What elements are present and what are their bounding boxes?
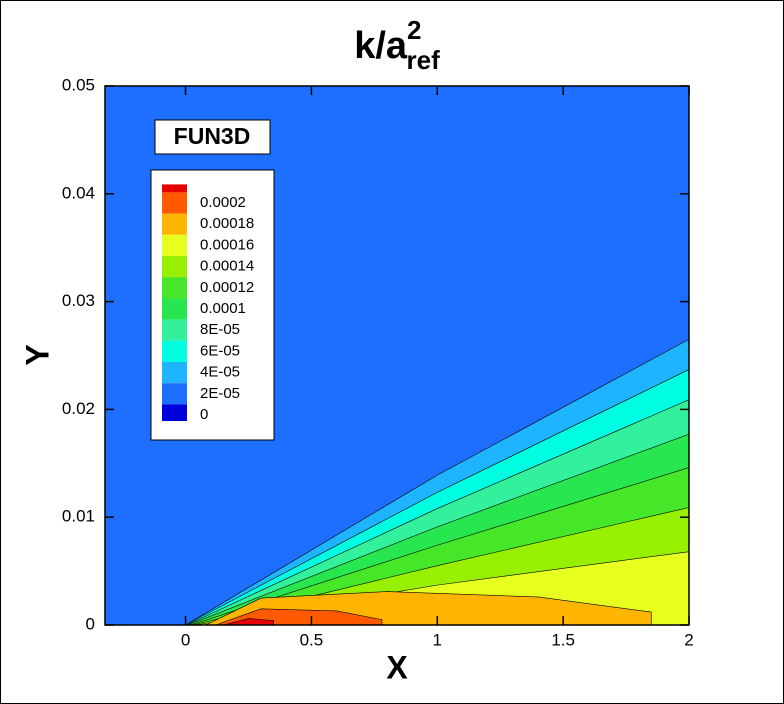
annotation-box <box>154 119 271 155</box>
axes-frame <box>104 85 690 626</box>
x-tick-label: 1 <box>433 630 442 649</box>
legend-swatch <box>162 213 187 235</box>
x-tick-label: 1.5 <box>551 630 575 649</box>
y-tick-label: 0.03 <box>62 291 95 310</box>
y-tick-label: 0 <box>86 614 95 633</box>
legend-swatch <box>162 404 187 421</box>
legend-swatch <box>162 319 187 341</box>
legend-swatch <box>162 234 187 256</box>
legend-label: 0.00016 <box>200 236 254 253</box>
legend-swatch <box>162 184 187 193</box>
y-tick-label: 0.04 <box>62 183 95 202</box>
annotation: FUN3D <box>174 123 251 149</box>
title-main: k/a <box>354 25 408 67</box>
legend-label: 0.00018 <box>200 215 254 232</box>
legend-swatch <box>162 383 187 405</box>
y-tick-label: 0.05 <box>62 75 95 94</box>
legend-swatch <box>162 192 187 214</box>
legend-label: 0.0002 <box>200 194 246 211</box>
legend-label: 2E-05 <box>200 385 240 402</box>
legend: 0.0002 0.00018 0.00016 0.00014 0.00012 0.0001… <box>162 184 254 423</box>
y-tick-label: 0.01 <box>62 507 95 526</box>
x-axis-label: X <box>386 649 408 685</box>
legend-swatch <box>162 256 187 278</box>
x-tick-label: 0.5 <box>300 630 324 649</box>
legend-swatch <box>162 298 187 320</box>
legend-label: 0 <box>200 406 208 423</box>
x-tick-label: 0 <box>181 630 190 649</box>
y-axis-label: Y <box>19 344 55 365</box>
x-tick-label: 2 <box>684 630 693 649</box>
legend-label: 0.0001 <box>200 300 246 317</box>
legend-label: 6E-05 <box>200 342 240 359</box>
legend-label: 0.00012 <box>200 279 254 296</box>
legend-swatch <box>162 362 187 384</box>
title-superscript: 2 <box>407 15 421 45</box>
legend-swatch <box>162 340 187 362</box>
contour-region <box>223 618 274 625</box>
legend-swatch <box>162 277 187 299</box>
legend-label: 0.00014 <box>200 258 254 275</box>
legend-label: 4E-05 <box>200 364 240 381</box>
y-tick-label: 0.02 <box>62 399 95 418</box>
chart-title: k/a2 ref <box>354 15 440 75</box>
legend-label: 8E-05 <box>200 321 240 338</box>
title-subscript: ref <box>407 45 441 75</box>
